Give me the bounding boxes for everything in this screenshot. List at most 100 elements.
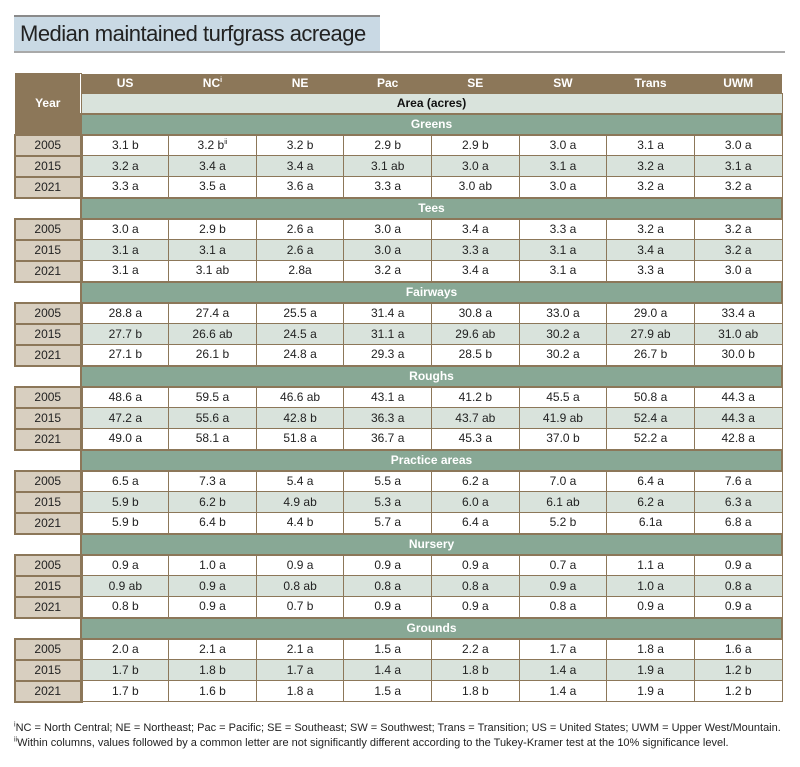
value-cell: 6.3 a — [693, 491, 783, 513]
year-cell: 2021 — [14, 175, 83, 199]
value-cell: 26.7 b — [606, 344, 695, 366]
value-cell: 24.8 a — [255, 344, 345, 366]
value: 45.5 a — [546, 389, 580, 404]
value: 3.3 a — [374, 179, 402, 194]
value: 3.3 a — [637, 263, 664, 278]
value-cell: 3.4 a — [255, 155, 345, 177]
value-cell: 5.5 a — [343, 470, 432, 492]
value: 0.9 a — [374, 557, 402, 572]
value: 2.6 a — [286, 242, 314, 257]
value-cell: 6.0 a — [431, 491, 520, 513]
value-cell: 0.9 a — [343, 554, 432, 576]
value-cell: 3.2 a — [80, 155, 170, 177]
value: 0.9 a — [549, 578, 577, 593]
value: 3.2 a — [374, 263, 402, 278]
section-header-practice-areas: Practice areas — [80, 448, 783, 472]
value: 30.2 a — [546, 326, 580, 341]
value: 3.0 a — [374, 221, 402, 236]
page-title: Median maintained turfgrass acreage — [20, 21, 366, 46]
value: 2.1 a — [199, 641, 226, 656]
value: 25.5 a — [283, 305, 317, 320]
value-cell: 1.8 b — [431, 680, 520, 702]
value-cell: 27.7 b — [80, 323, 170, 345]
value-cell: 0.8 a — [431, 575, 520, 597]
value-cell: 28.8 a — [80, 302, 170, 324]
blank-cell — [15, 365, 81, 387]
value-cell: 1.0 a — [606, 575, 695, 597]
value: 51.8 a — [283, 431, 317, 446]
value: 47.2 a — [108, 410, 142, 425]
value-cell: 30.2 a — [518, 344, 608, 366]
value-cell: 27.4 a — [168, 302, 257, 324]
table-row: 2005 0.9 a 1.0 a 0.9 a 0.9 a 0.9 a 0.7 a 1.1 a 0… — [14, 553, 783, 577]
value-cell: 1.5 a — [343, 680, 432, 702]
value: 49.0 a — [108, 431, 142, 446]
value: 58.1 a — [195, 431, 230, 446]
value: 3.4 a — [637, 242, 664, 257]
value: 27.9 ab — [630, 326, 671, 341]
value: 3.0 a — [111, 221, 139, 236]
value-cell: 0.8 a — [343, 575, 432, 597]
column-header-us: US — [81, 73, 169, 93]
footnote-text: NC = North Central; NE = Northeast; Pac … — [15, 721, 781, 734]
value-cell: 43.1 a — [343, 386, 432, 408]
value-cell: 44.3 a — [693, 407, 783, 429]
column-label: Pac — [377, 75, 399, 90]
value: 3.2 a — [637, 158, 664, 173]
column-label: SW — [553, 75, 573, 90]
value-cell: 30.8 a — [431, 302, 520, 324]
value-cell: 45.5 a — [518, 386, 608, 408]
value: 36.3 a — [371, 410, 405, 425]
section-row: Greens — [15, 112, 783, 136]
value: 1.1 a — [637, 557, 664, 572]
value-cell: 2.9 b — [431, 134, 520, 156]
value-cell: 27.9 ab — [606, 323, 695, 345]
footnote-1: iNC = North Central; NE = Northeast; Pac… — [14, 721, 785, 736]
value: 0.8 a — [549, 599, 577, 614]
value-cell: 3.0 a — [80, 218, 170, 240]
value: 3.0 a — [549, 137, 577, 152]
value-cell: 6.4 b — [168, 512, 257, 534]
value-cell: 24.5 a — [255, 323, 345, 345]
value: 0.9 a — [374, 599, 402, 614]
value: 3.1 a — [637, 137, 664, 152]
value-cell: 46.6 ab — [255, 386, 345, 408]
value: 3.1 a — [549, 158, 577, 173]
value: 55.6 a — [195, 410, 230, 425]
value-cell: 0.8 a — [693, 575, 783, 597]
value: 1.0 a — [199, 557, 226, 572]
value: 1.6 a — [724, 641, 752, 656]
table-row: 2021 3.3 a 3.5 a 3.6 a 3.3 a 3.0 ab 3.0 a 3.2 a… — [14, 175, 783, 199]
value-cell: 6.1a — [606, 512, 695, 534]
section-row: Practice areas — [15, 448, 783, 472]
value: 5.4 a — [286, 473, 314, 488]
title-banner: Median maintained turfgrass acreage — [14, 15, 380, 51]
value-cell: 33.0 a — [518, 302, 608, 324]
value-cell: 26.6 ab — [168, 323, 257, 345]
value: 3.5 a — [199, 179, 226, 194]
value-cell: 3.4 a — [168, 155, 257, 177]
value: 3.0 a — [461, 158, 489, 173]
value: 2.9 b — [461, 137, 489, 152]
value-cell: 1.7 b — [80, 680, 170, 702]
value: 6.0 a — [461, 494, 489, 509]
value-cell: 1.9 a — [606, 680, 695, 702]
value: 0.9 a — [461, 557, 489, 572]
value-cell: 1.6 a — [693, 638, 783, 660]
value: 44.3 a — [721, 389, 755, 404]
value: 30.8 a — [458, 305, 492, 320]
value: 33.0 a — [546, 305, 580, 320]
value-cell: 1.4 a — [343, 659, 432, 681]
year-cell: 2015 — [14, 238, 83, 262]
value: 0.8 a — [374, 578, 402, 593]
value: 1.9 a — [637, 683, 664, 698]
value-cell: 3.5 a — [168, 176, 257, 198]
value: 3.3 a — [549, 221, 577, 236]
column-label: SE — [467, 75, 484, 90]
value: 3.1 ab — [195, 263, 230, 278]
value-cell: 2.6 a — [255, 239, 345, 261]
table-row: 2021 27.1 b 26.1 b 24.8 a 29.3 a 28.5 b 30.2 a… — [14, 343, 783, 367]
value: 2.8a — [288, 263, 312, 278]
value: 3.0 a — [374, 242, 402, 257]
footnote-2: iiWithin columns, values followed by a c… — [14, 736, 785, 751]
